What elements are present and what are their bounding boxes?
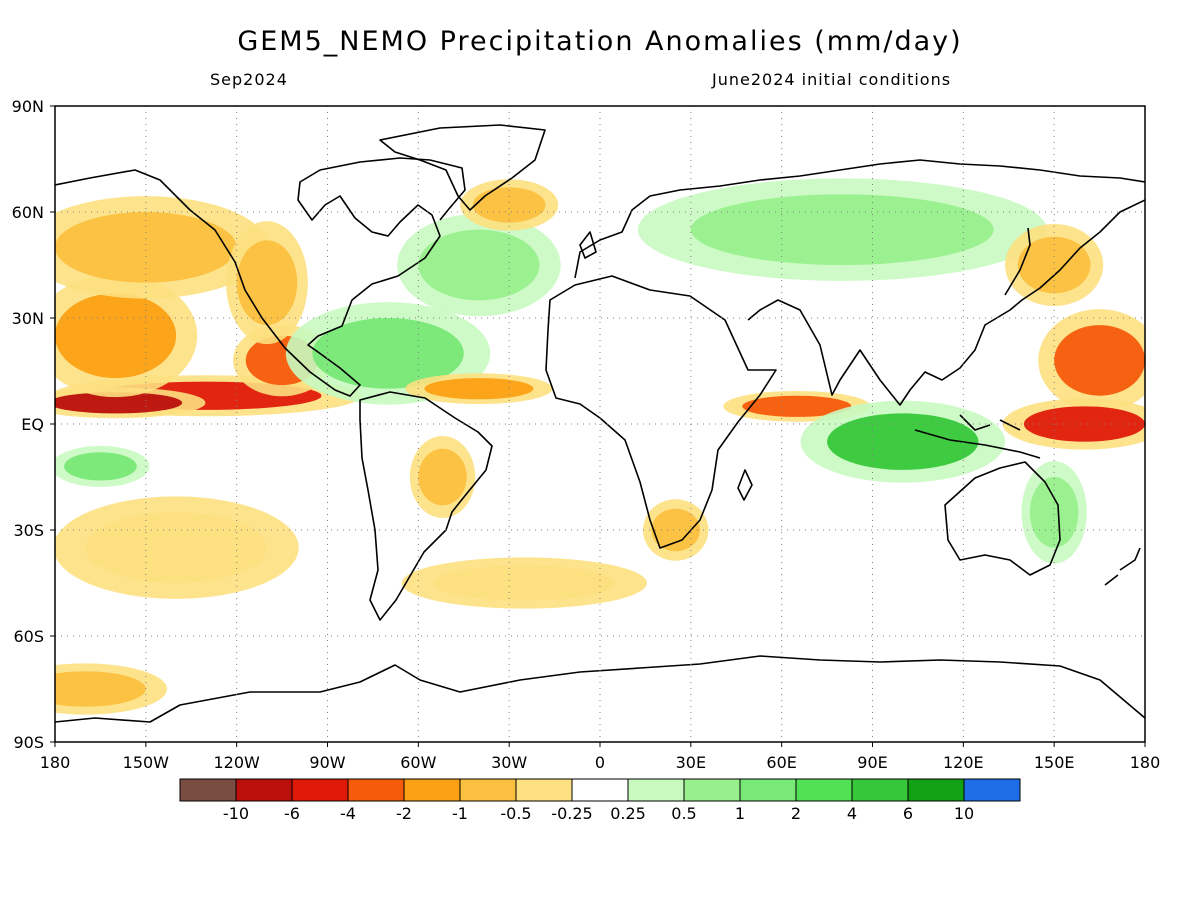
longitude-tick-label: 60W [400,753,436,772]
anomaly-region [55,293,177,379]
graticule [55,106,1145,742]
colorbar-swatch [235,778,293,802]
colorbar-label: 0.5 [671,804,696,823]
anomaly-region [1029,476,1079,548]
colorbar: -10 -6 -4 -2 -1 -0.5 -0.25 0.25 0.5 1 2 4 6 10 [179,778,1021,823]
colorbar-label: 10 [954,804,974,823]
coastline-madagascar [737,469,753,501]
coastline-australia [944,461,1061,576]
colorbar-label: -2 [396,804,412,823]
anomaly-region [236,240,298,326]
colorbar-swatch [963,778,1021,802]
longitude-tick-label: 150W [123,753,170,772]
coastline-south-america [359,391,493,621]
colorbar-swatch [571,778,629,802]
colorbar-label: -6 [284,804,300,823]
anomaly-region [312,318,464,389]
latitude-tick-label: 30S [13,521,44,540]
colorbar-swatch [627,778,685,802]
coastline-new-zealand [1104,547,1141,586]
anomaly-region [1054,325,1145,396]
anomaly-field [55,178,1145,715]
longitude-tick-label: 60E [766,753,796,772]
initial-conditions-label: June2024 initial conditions [712,70,952,89]
map-title: GEM5_NEMO Precipitation Anomalies (mm/da… [237,26,963,57]
longitude-tick-label: 120W [213,753,260,772]
colorbar-swatch [907,778,965,802]
longitude-tick-label: 180 [40,753,71,772]
colorbar-label: -4 [340,804,356,823]
latitude-labels: 90N 60N 30N EQ 30S 60S 90S [12,97,55,752]
longitude-tick-label: 30E [676,753,706,772]
coastlines [55,124,1145,723]
longitude-tick-label: 150E [1034,753,1075,772]
anomaly-region [64,452,137,481]
colorbar-swatch [683,778,741,802]
coastline-africa [545,275,777,549]
colorbar-swatch [403,778,461,802]
anomaly-region [472,187,546,223]
coastline-japan [1004,227,1031,296]
colorbar-label: 0.25 [610,804,646,823]
anomaly-region [742,395,852,417]
anomaly-region [85,512,267,584]
latitude-tick-label: 60N [12,203,44,222]
colorbar-label: 4 [847,804,857,823]
longitude-tick-label: 120E [943,753,984,772]
colorbar-label: -10 [223,804,249,823]
colorbar-label: -0.5 [500,804,531,823]
coastline-europe [574,159,1145,279]
latitude-tick-label: 30N [12,309,44,328]
colorbar-label: 1 [735,804,745,823]
anomaly-region [651,508,700,552]
colorbar-swatch [291,778,349,802]
colorbar-label: 6 [903,804,913,823]
coastline-asia [747,199,1145,406]
colorbar-label: -0.25 [551,804,592,823]
longitude-tick-label: 30W [491,753,527,772]
colorbar-swatch [347,778,405,802]
colorbar-label: 2 [791,804,801,823]
coastline-indonesia [914,414,1041,459]
anomaly-region [424,378,534,400]
latitude-tick-label: EQ [21,415,44,434]
latitude-tick-label: 90N [12,97,44,116]
coastline-north-america [55,157,466,397]
longitude-labels: 180 150W 120W 90W 60W 30W 0 30E 60E 90E 120E 150E 18… [40,742,1161,772]
colorbar-swatch [515,778,573,802]
anomaly-region [433,565,616,601]
anomaly-region [55,671,146,707]
anomaly-region [690,194,994,265]
anomaly-region [418,229,540,301]
longitude-tick-label: 180 [1130,753,1161,772]
anomaly-region [1017,236,1091,294]
latitude-tick-label: 60S [13,627,44,646]
anomaly-region [1023,406,1145,442]
colorbar-swatch [795,778,853,802]
colorbar-swatch [851,778,909,802]
colorbar-swatch [459,778,517,802]
longitude-tick-label: 0 [595,753,605,772]
coastline-greenland [379,124,546,211]
longitude-tick-label: 90W [309,753,345,772]
longitude-tick-label: 90E [857,753,887,772]
anomaly-region [55,212,237,283]
coastline-antarctica [55,655,1145,723]
colorbar-swatch [739,778,797,802]
coastline-uk [579,231,597,259]
colorbar-swatch [179,778,237,802]
anomaly-region [827,413,979,470]
anomaly-region [55,392,183,414]
valid-period-label: Sep2024 [210,70,288,89]
anomaly-region [418,448,467,506]
latitude-tick-label: 90S [13,733,44,752]
colorbar-label: -1 [452,804,468,823]
